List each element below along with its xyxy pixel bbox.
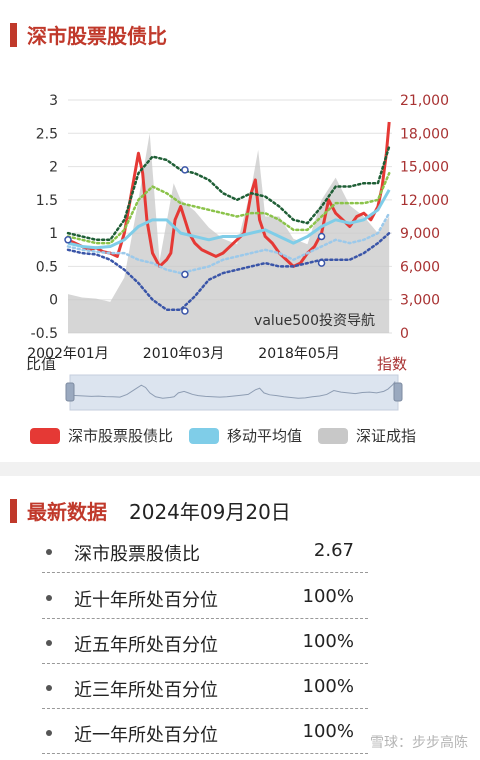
- y-right-tick-label: 0: [400, 326, 409, 342]
- series-marker: [181, 270, 189, 279]
- y-right-tick-label: 6,000: [400, 259, 440, 275]
- stat-value: 100%: [302, 631, 354, 652]
- latest-date: 2024年09月20日: [129, 500, 291, 524]
- y-right-tick-label: 18,000: [400, 126, 449, 142]
- ratio-chart[interactable]: -0.5 0 0.5 1 1.5 2 2.5 3 0 3,000 6,000 9,000 12,000 1…: [0, 0, 480, 420]
- legend-swatch-moving-average: [189, 427, 220, 444]
- legend-swatch-index: [318, 427, 349, 444]
- chart-section-title: 深市股票股债比: [10, 20, 167, 49]
- legend-label-moving-average: 移动平均值: [227, 427, 303, 445]
- legend-item-moving-average[interactable]: 移动平均值: [189, 425, 302, 446]
- latest-title: 最新数据: [27, 500, 107, 524]
- series-marker: [317, 232, 326, 241]
- y-right-axis-label: 指数: [377, 355, 407, 373]
- series-marker: [181, 307, 189, 315]
- bullet-icon: [46, 640, 52, 646]
- series-line: [67, 189, 391, 250]
- stat-label: 近三年所处百分位: [74, 680, 218, 701]
- stat-label: 近十年所处百分位: [74, 590, 218, 611]
- x-tick-label: 2018年05月: [258, 346, 339, 362]
- y-right-tick-label: 21,000: [400, 93, 449, 109]
- chart-title: 深市股票股债比: [27, 24, 167, 48]
- series-line: [66, 231, 391, 311]
- y-left-tick-label: 3: [49, 93, 58, 109]
- y-left-tick-label: -0.5: [31, 326, 58, 342]
- y-left-tick-label: 0: [49, 293, 58, 309]
- range-handle-left[interactable]: [65, 382, 75, 402]
- y-right-tick-label: 12,000: [400, 193, 449, 209]
- legend-swatch-ratio: [30, 427, 60, 444]
- y-left-axis-label: 比值: [26, 355, 56, 373]
- series-line: [66, 171, 391, 245]
- y-right-tick-label: 15,000: [400, 160, 449, 176]
- chart-card: 深市股票股债比 -0.5 0 0.5 1 1.5 2 2.5 3 0 3,000 6,000 9,00…: [0, 0, 480, 462]
- bullet-icon: [46, 730, 52, 736]
- y-right-tick-label: 9,000: [400, 226, 440, 242]
- stat-row: 深市股票股债比 2.67: [42, 532, 368, 573]
- range-slider-preview: [69, 381, 396, 399]
- latest-data-card: 最新数据 2024年09月20日 深市股票股债比 2.67 近十年所处百分位 1…: [0, 476, 480, 760]
- bullet-icon: [46, 685, 52, 691]
- y-left-tick-label: 2: [49, 160, 58, 176]
- stat-label: 深市股票股债比: [74, 544, 200, 565]
- bullet-icon: [46, 595, 52, 601]
- latest-section-title: 最新数据 2024年09月20日: [10, 496, 291, 525]
- series-marker: [317, 259, 326, 267]
- stat-row: 近一年所处百分位 100%: [42, 713, 368, 754]
- stat-label: 近五年所处百分位: [74, 635, 218, 656]
- stat-row: 近五年所处百分位 100%: [42, 623, 368, 664]
- range-handle-right[interactable]: [393, 382, 403, 402]
- x-tick-label: 2002年01月: [27, 346, 108, 362]
- y-right-tick-label: 3,000: [400, 293, 440, 309]
- stat-value: 2.67: [313, 540, 354, 561]
- stat-row: 近三年所处百分位 100%: [42, 668, 368, 709]
- index-area: [68, 133, 390, 333]
- legend-item-ratio[interactable]: 深市股票股债比: [30, 425, 173, 446]
- stat-label: 近一年所处百分位: [74, 725, 218, 746]
- y-left-tick-label: 1.5: [36, 193, 58, 209]
- stat-value: 100%: [302, 721, 354, 742]
- series-marker: [64, 236, 72, 244]
- y-left-tick-label: 1: [49, 226, 58, 242]
- title-accent-bar: [10, 498, 17, 523]
- title-accent-bar: [10, 22, 17, 47]
- watermark: 雪球：步步高陈: [370, 735, 468, 751]
- legend-item-index[interactable]: 深证成指: [318, 425, 416, 446]
- series-marker: [181, 166, 189, 174]
- stat-value: 100%: [302, 586, 354, 607]
- series-line: [67, 121, 391, 268]
- x-tick-label: 2010年03月: [143, 346, 224, 362]
- chart-legend: 深市股票股债比 移动平均值 深证成指: [30, 425, 432, 446]
- legend-label-index: 深证成指: [356, 427, 417, 445]
- series-line: [66, 211, 391, 275]
- y-left-tick-label: 2.5: [36, 126, 58, 142]
- y-left-tick-label: 0.5: [36, 259, 58, 275]
- series-line: [66, 145, 391, 242]
- bullet-icon: [46, 549, 52, 555]
- stat-row: 近十年所处百分位 100%: [42, 578, 368, 619]
- legend-label-ratio: 深市股票股债比: [68, 427, 174, 445]
- chart-watermark: value500投资导航: [254, 313, 375, 329]
- stat-value: 100%: [302, 676, 354, 697]
